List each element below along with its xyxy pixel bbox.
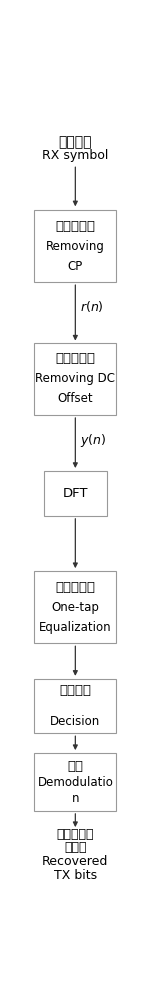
Text: Demodulatio: Demodulatio <box>37 776 113 789</box>
Text: Removing DC: Removing DC <box>35 372 115 385</box>
Text: Equalization: Equalization <box>39 621 112 634</box>
Text: Offset: Offset <box>57 392 93 405</box>
Bar <box>34 679 116 733</box>
Text: Recovered: Recovered <box>42 855 108 868</box>
Text: CP: CP <box>68 260 83 273</box>
Text: Decision: Decision <box>50 715 100 728</box>
Text: 去循环前缓: 去循环前缓 <box>55 220 95 233</box>
Bar <box>34 753 116 811</box>
Text: $r(n)$: $r(n)$ <box>80 299 104 314</box>
Bar <box>34 343 116 415</box>
Text: Removing: Removing <box>46 240 105 253</box>
Bar <box>34 571 116 643</box>
Text: 恢复出的发: 恢复出的发 <box>57 828 94 841</box>
Text: One-tap: One-tap <box>51 601 99 614</box>
Text: $y(n)$: $y(n)$ <box>80 432 106 449</box>
Text: 单抖头均衡: 单抖头均衡 <box>55 581 95 594</box>
Text: 符号判决: 符号判决 <box>59 684 91 697</box>
Text: n: n <box>72 792 79 805</box>
Text: 解调: 解调 <box>67 760 83 773</box>
Text: 送比特: 送比特 <box>64 841 87 854</box>
Text: RX symbol: RX symbol <box>42 149 108 162</box>
Text: 接收符号: 接收符号 <box>59 135 92 149</box>
Bar <box>44 471 107 516</box>
Text: 去直流偏置: 去直流偏置 <box>55 352 95 365</box>
Bar <box>34 210 116 282</box>
Text: DFT: DFT <box>63 487 88 500</box>
Text: TX bits: TX bits <box>54 869 97 882</box>
